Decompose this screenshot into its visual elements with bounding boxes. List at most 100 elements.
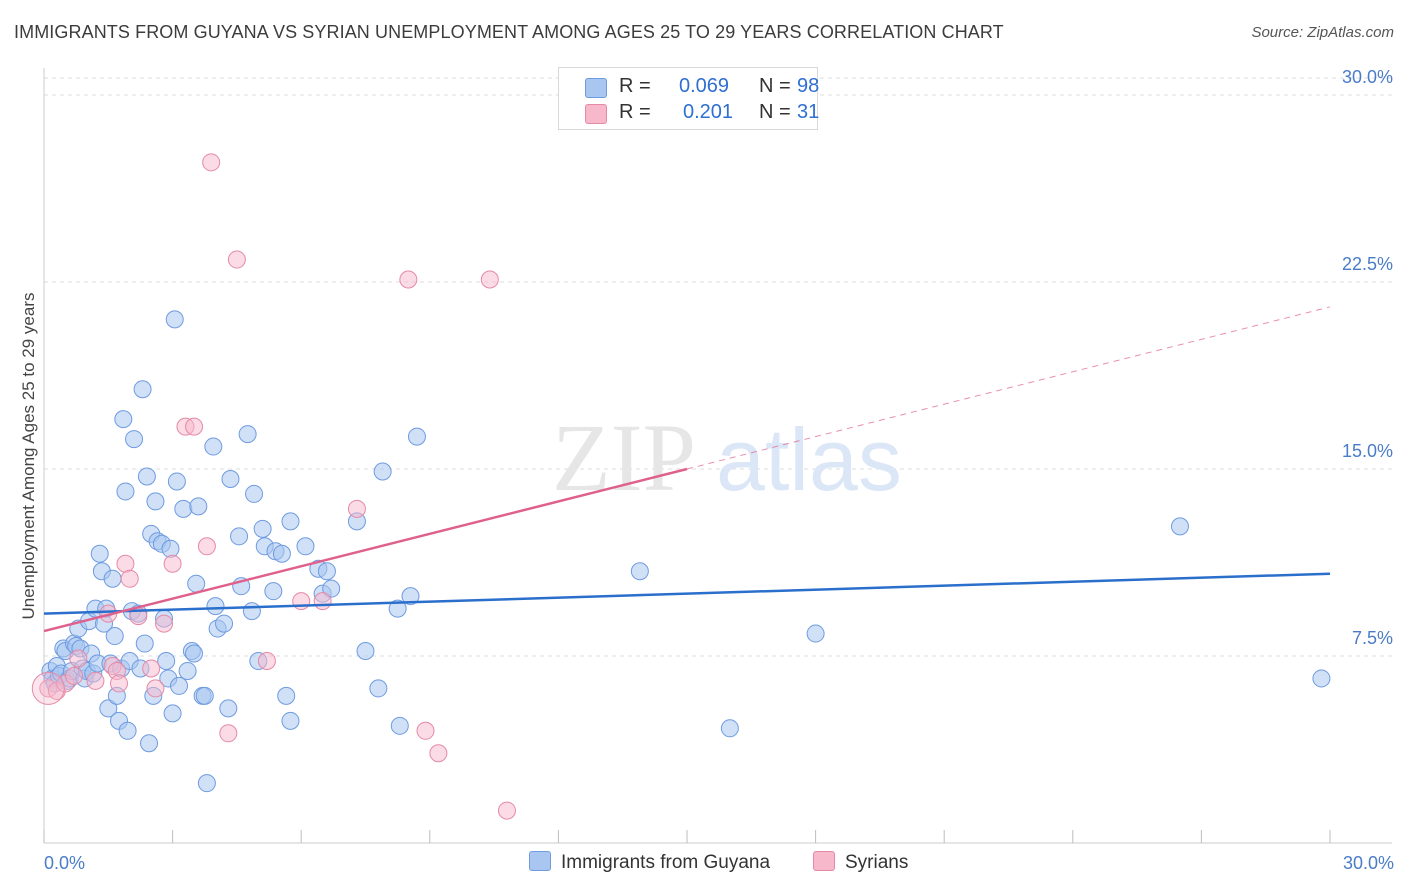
y-tick-label: 7.5%	[1352, 628, 1393, 648]
data-point-syrian	[110, 674, 129, 693]
series-syrian-points	[31, 153, 516, 820]
trend-lines	[43, 306, 1331, 633]
data-point-guyana	[133, 380, 152, 399]
data-point-syrian	[163, 554, 182, 573]
data-point-syrian	[146, 679, 165, 698]
y-tick-label: 30.0%	[1342, 67, 1393, 87]
data-point-guyana	[230, 527, 249, 546]
data-point-syrian	[116, 554, 135, 573]
guyana-swatch	[529, 851, 551, 871]
data-point-guyana	[317, 562, 336, 581]
series-guyana-points	[41, 310, 1331, 793]
data-point-guyana	[264, 582, 283, 601]
data-point-syrian	[197, 537, 216, 556]
data-point-guyana	[157, 651, 176, 670]
data-point-guyana	[407, 427, 426, 446]
y-tick-label: 22.5%	[1342, 254, 1393, 274]
data-point-guyana	[187, 574, 206, 593]
legend-r-label: R =	[619, 75, 651, 97]
data-point-syrian	[65, 666, 84, 685]
chart-title: IMMIGRANTS FROM GUYANA VS SYRIAN UNEMPLO…	[14, 22, 1004, 42]
data-point-syrian	[202, 153, 221, 172]
data-point-guyana	[401, 587, 420, 606]
data-point-syrian	[227, 250, 246, 269]
data-point-guyana	[206, 597, 225, 616]
data-point-syrian	[429, 744, 448, 763]
data-point-guyana	[137, 467, 156, 486]
data-point-syrian	[142, 659, 161, 678]
data-point-guyana	[161, 539, 180, 558]
watermark-atlas: atlas	[716, 410, 902, 509]
data-point-guyana	[167, 472, 186, 491]
legend-n-label: N =	[759, 101, 791, 123]
data-point-guyana	[373, 462, 392, 481]
data-point-guyana	[116, 482, 135, 501]
bottom-legend-guyana-label: Immigrants from Guyana	[561, 852, 771, 873]
data-point-guyana	[99, 699, 118, 718]
legend-r-value: 0.201	[683, 101, 734, 123]
data-point-guyana	[238, 425, 257, 444]
data-point-syrian	[480, 270, 499, 289]
guyana-swatch	[585, 78, 607, 98]
grid-lines	[44, 77, 1392, 657]
data-point-guyana	[390, 716, 409, 735]
data-point-guyana	[369, 679, 388, 698]
data-point-syrian	[399, 270, 418, 289]
data-point-guyana	[253, 519, 272, 538]
legend-r-value: 0.069	[679, 75, 730, 97]
data-point-syrian	[292, 592, 311, 611]
watermark: ZIP atlas	[552, 404, 902, 511]
data-point-guyana	[215, 614, 234, 633]
source-label: Source: ZipAtlas.com	[1251, 24, 1394, 41]
data-point-guyana	[322, 579, 341, 598]
data-point-guyana	[221, 469, 240, 488]
y-tick-label: 15.0%	[1342, 441, 1393, 461]
data-point-guyana	[197, 774, 216, 793]
data-point-guyana	[195, 686, 214, 705]
data-point-guyana	[1170, 517, 1189, 536]
data-point-guyana	[170, 676, 189, 695]
data-point-guyana	[388, 599, 407, 618]
data-point-guyana	[277, 686, 296, 705]
data-point-guyana	[296, 537, 315, 556]
data-point-syrian	[86, 671, 105, 690]
data-point-guyana	[245, 484, 264, 503]
x-tick-label-max: 30.0%	[1343, 853, 1394, 873]
legend-n-label: N =	[759, 75, 791, 97]
data-point-guyana	[178, 661, 197, 680]
x-axis-ticks	[43, 830, 1331, 843]
bottom-legend-syrian-label: Syrians	[845, 852, 909, 873]
data-point-syrian	[155, 614, 174, 633]
data-point-guyana	[1312, 669, 1331, 688]
data-point-guyana	[185, 644, 204, 663]
trend-line-syrian	[43, 467, 688, 633]
data-point-syrian	[313, 592, 332, 611]
legend-n-value: 31	[797, 101, 820, 123]
trend-line-guyana	[43, 572, 1331, 615]
data-point-guyana	[174, 499, 193, 518]
data-point-syrian	[257, 651, 276, 670]
data-point-guyana	[720, 719, 739, 738]
data-point-guyana	[189, 497, 208, 516]
data-point-guyana	[806, 624, 825, 643]
bottom-legend-syrian: Syrians	[813, 851, 908, 874]
data-point-syrian	[416, 721, 435, 740]
data-point-guyana	[281, 711, 300, 730]
data-point-syrian	[120, 569, 139, 588]
data-point-guyana	[90, 544, 109, 563]
syrian-swatch	[813, 851, 835, 871]
data-point-guyana	[204, 437, 223, 456]
data-point-guyana	[103, 569, 122, 588]
data-point-guyana	[125, 430, 144, 449]
watermark-zip: ZIP	[552, 404, 696, 511]
data-point-syrian	[347, 499, 366, 518]
data-point-guyana	[219, 699, 238, 718]
data-point-guyana	[146, 492, 165, 511]
y-axis-label: Unemployment Among Ages 25 to 29 years	[19, 293, 38, 620]
data-point-syrian	[69, 649, 88, 668]
data-point-guyana	[118, 721, 137, 740]
trend-line-syrian-extension	[686, 306, 1331, 470]
data-point-syrian	[185, 417, 204, 436]
data-point-guyana	[242, 602, 261, 621]
correlation-legend: R = 0.069 N = 98 R = 0.201 N = 31	[558, 67, 820, 130]
